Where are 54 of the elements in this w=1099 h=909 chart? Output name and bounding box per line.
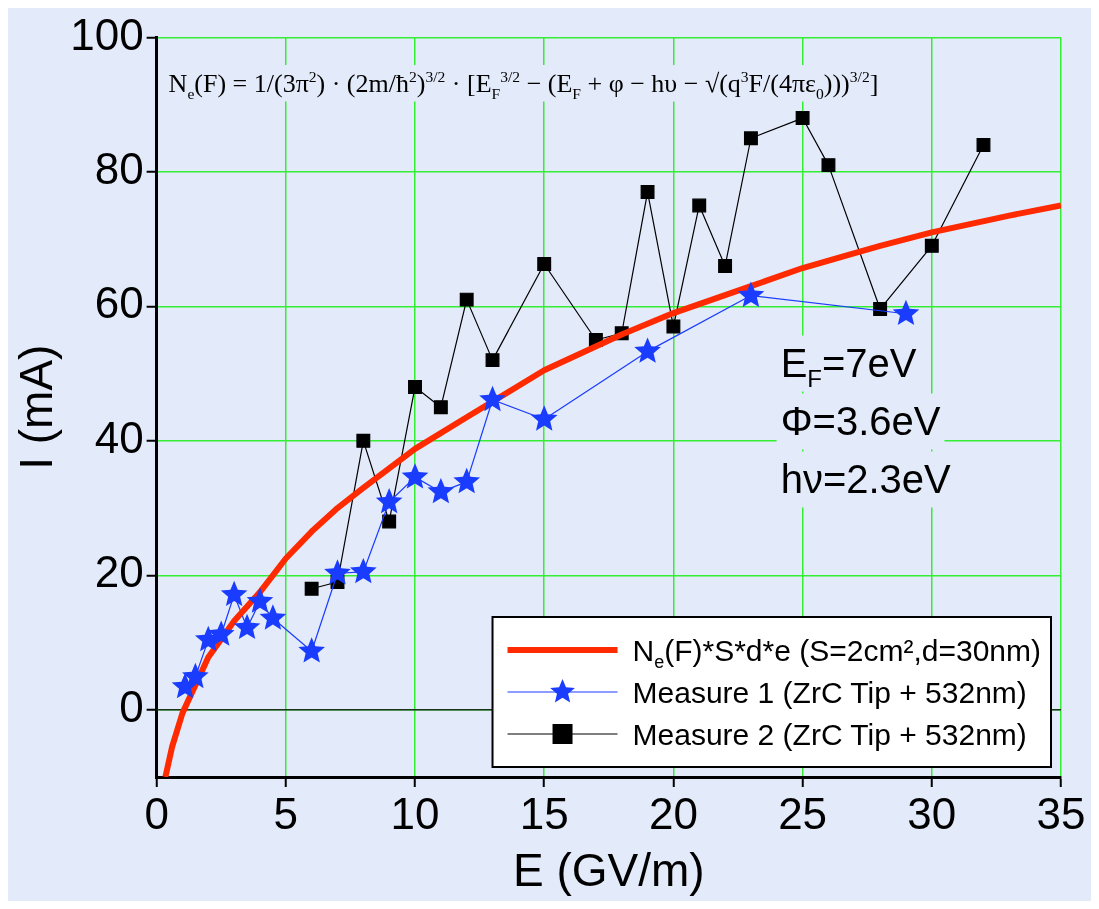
annotation: hν=2.3eV [780, 457, 952, 502]
point [737, 281, 765, 307]
point [401, 463, 429, 489]
point [246, 587, 274, 613]
point [479, 385, 506, 412]
point [640, 185, 655, 200]
point [459, 292, 474, 307]
point [692, 198, 707, 213]
y-tick-label: 60 [94, 278, 144, 328]
point [485, 353, 500, 368]
x-axis-title: E (GV/m) [512, 844, 705, 897]
point [821, 158, 836, 173]
point [207, 620, 235, 646]
point [743, 131, 758, 146]
point [356, 433, 371, 448]
point [795, 111, 810, 126]
point [408, 380, 422, 394]
point [375, 488, 403, 514]
y-tick-label: 20 [94, 547, 144, 597]
point [718, 259, 733, 273]
x-tick-label: 20 [648, 788, 698, 838]
point [924, 238, 939, 253]
point [666, 319, 681, 334]
point [350, 557, 377, 584]
y-tick-label: 40 [94, 412, 144, 462]
point [324, 559, 351, 585]
x-tick-label: 15 [519, 788, 569, 838]
x-tick-label: 10 [390, 788, 440, 838]
point [433, 400, 448, 415]
point [427, 477, 455, 504]
point [382, 514, 397, 529]
y-tick-label: 100 [70, 9, 144, 59]
legend-label: Measure 2 (ZrC Tip + 532nm) [632, 717, 1027, 751]
legend-label: Measure 1 (ZrC Tip + 532nm) [632, 675, 1027, 709]
annotation: Φ=3.6eV [780, 399, 941, 444]
point [182, 662, 209, 689]
x-tick-label: 25 [778, 788, 828, 838]
point [298, 637, 325, 663]
point [530, 405, 558, 431]
point [892, 299, 920, 326]
point [304, 581, 319, 596]
point [537, 257, 552, 271]
point [634, 337, 661, 363]
y-tick-label: 0 [119, 681, 144, 731]
point [220, 580, 248, 607]
x-tick-label: 5 [273, 788, 299, 838]
y-tick-label: 80 [94, 144, 144, 194]
x-tick-label: 35 [1036, 788, 1086, 838]
point [233, 613, 261, 640]
point [976, 138, 991, 152]
y-axis-title: I (mA) [10, 344, 63, 470]
point [259, 604, 287, 630]
x-tick-label: 30 [907, 788, 957, 838]
point [453, 467, 480, 494]
